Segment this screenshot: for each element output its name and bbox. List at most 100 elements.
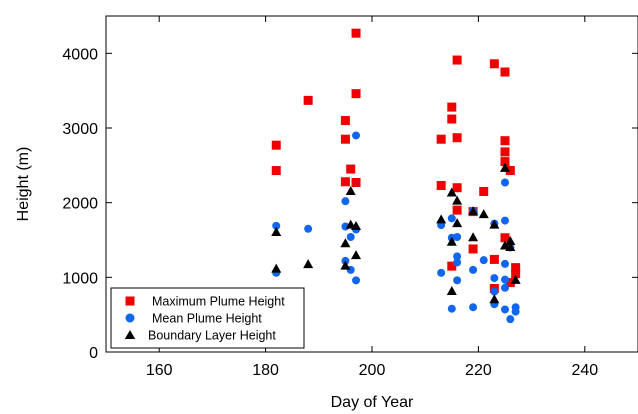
mean-plume-point [469, 265, 478, 274]
boundary-layer-point [303, 259, 314, 269]
max-plume-point [505, 278, 515, 288]
mean-plume-point [447, 304, 456, 313]
max-plume-point [447, 102, 457, 112]
boundary-layer-point [500, 162, 510, 172]
mean-plume-point [352, 131, 361, 140]
max-plume-point [468, 244, 478, 254]
boundary-layer-point [489, 219, 500, 229]
boundary-layer-point [271, 263, 282, 273]
x-tick-label: 220 [465, 362, 492, 379]
boundary-layer-point [446, 236, 457, 246]
x-tick-label: 200 [359, 362, 386, 379]
y-tick-label: 2000 [62, 196, 98, 213]
mean-plume-point [501, 216, 509, 225]
max-plume-point [511, 269, 521, 279]
legend-marker-circle [125, 313, 135, 323]
mean-plume-point [506, 315, 515, 324]
max-plume-point [351, 178, 361, 188]
mean-plume-point [490, 274, 499, 283]
max-plume-point [452, 205, 462, 215]
max-plume-point [500, 136, 510, 146]
max-plume-point [500, 67, 510, 77]
mean-plume-point [511, 307, 520, 316]
mean-plume-point [352, 276, 361, 285]
mean-plume-point [304, 224, 313, 233]
y-tick-label: 3000 [62, 121, 98, 138]
mean-plume-point [453, 276, 462, 285]
max-plume-point [452, 55, 462, 65]
mean-plume-point [501, 283, 509, 292]
y-axis-title: Height (m) [15, 147, 32, 222]
boundary-layer-point [468, 232, 479, 242]
max-plume-point [479, 186, 489, 196]
boundary-layer-point [436, 214, 447, 224]
max-plume-point [500, 233, 510, 243]
max-plume-point [447, 261, 457, 271]
mean-plume-point [453, 258, 462, 267]
y-tick-label: 1000 [62, 270, 98, 287]
max-plume-point [340, 134, 350, 144]
boundary-layer-point [351, 250, 362, 260]
boundary-layer-point [340, 260, 351, 270]
x-tick-label: 240 [571, 362, 598, 379]
boundary-layer-point [489, 294, 500, 304]
x-axis: 160 180 200 220 240 [146, 16, 598, 379]
max-plume-point [489, 59, 499, 69]
max-plume-point [452, 133, 462, 143]
max-plume-point [500, 147, 510, 157]
x-tick-label: 160 [146, 362, 173, 379]
mean-plume-point [501, 305, 509, 314]
mean-plume-point [501, 259, 509, 268]
max-plume-point [340, 177, 350, 187]
mean-plume-point [501, 275, 509, 284]
y-axis: 0 1000 2000 3000 4000 [62, 46, 638, 362]
mean-plume-point [479, 256, 488, 265]
boundary-layer-point [505, 235, 516, 245]
boundary-layer-point [446, 187, 457, 197]
max-plume-point [511, 263, 521, 273]
mean-plume-point [469, 303, 478, 312]
max-plume-point [351, 28, 361, 38]
legend-label-mean-plume: Mean Plume Height [152, 312, 262, 326]
mean-plume-point [346, 233, 355, 242]
max-plume-point [436, 180, 446, 190]
mean-plume-point [453, 252, 462, 261]
series-circle [272, 131, 520, 324]
max-plume-point [452, 183, 462, 193]
max-plume-point [271, 140, 281, 150]
mean-plume-point [453, 233, 462, 242]
boundary-layer-point [468, 206, 479, 216]
x-tick-label: 180 [252, 362, 279, 379]
mean-plume-point [272, 221, 281, 230]
y-tick-label: 4000 [62, 46, 98, 63]
max-plume-point [500, 157, 510, 167]
max-plume-point [505, 166, 515, 176]
series-triangle [271, 162, 521, 304]
boundary-layer-point [271, 227, 282, 237]
max-plume-point [489, 254, 499, 264]
x-axis-title: Day of Year [331, 394, 414, 411]
mean-plume-point [501, 178, 509, 187]
max-plume-point [271, 166, 281, 176]
max-plume-point [351, 89, 361, 99]
max-plume-point [340, 116, 350, 126]
legend-label-boundary-layer: Boundary Layer Height [148, 329, 276, 343]
data-points [271, 28, 521, 324]
max-plume-point [436, 134, 446, 144]
boundary-layer-point [452, 218, 463, 228]
mean-plume-point [437, 268, 446, 277]
legend: Maximum Plume Height Mean Plume Height B… [110, 287, 305, 349]
boundary-layer-point [510, 274, 521, 284]
mean-plume-point [341, 197, 350, 206]
legend-box [110, 287, 305, 349]
max-plume-point [447, 114, 457, 124]
legend-marker-square [125, 296, 135, 306]
boundary-layer-point [340, 238, 351, 248]
series-square [271, 28, 521, 294]
boundary-layer-point [351, 221, 362, 231]
legend-label-max-plume: Maximum Plume Height [152, 295, 285, 309]
boundary-layer-point [345, 185, 356, 195]
boundary-layer-point [505, 241, 516, 251]
max-plume-point [346, 164, 356, 174]
